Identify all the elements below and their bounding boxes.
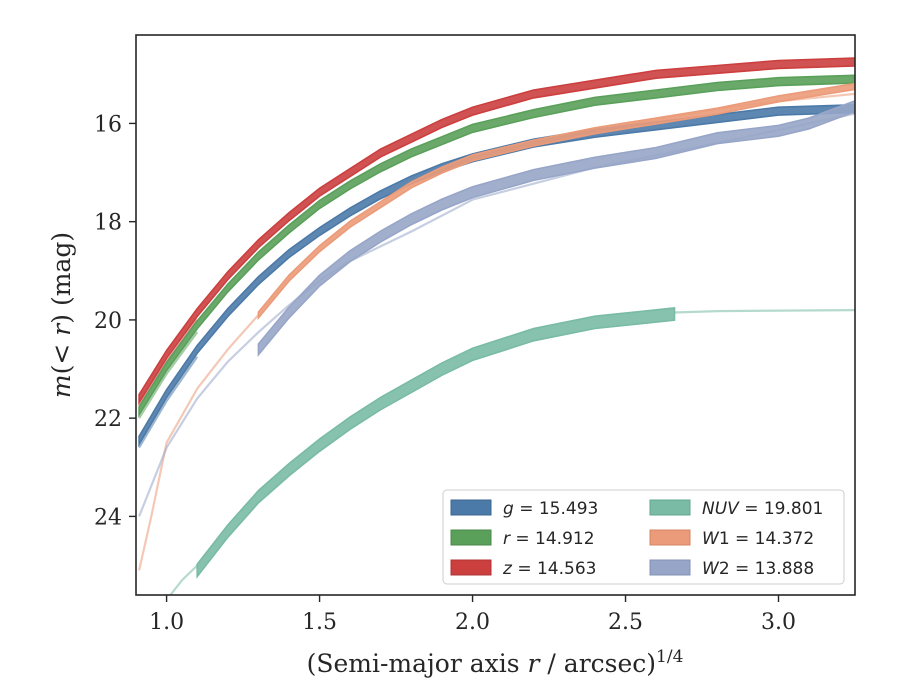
- y-tick-label-16: 16: [94, 112, 122, 137]
- series-layer: [138, 57, 855, 595]
- legend-label-nuv: NUV = 19.801: [702, 499, 823, 519]
- x-tick-label-2-5: 2.5: [608, 610, 643, 635]
- series-band-z: [138, 57, 855, 406]
- plot-frame: [135, 34, 856, 596]
- y-tick-label-20: 20: [94, 309, 122, 334]
- legend-label-g: g = 15.493: [503, 499, 598, 519]
- legend-swatch-r: [450, 529, 492, 546]
- legend-entry-g: g = 15.493: [450, 499, 598, 519]
- ticks-layer: 1.0 1.5 2.0 2.5 3.0 16 18 20 22 24: [94, 112, 796, 635]
- y-tick-label-18: 18: [94, 211, 122, 236]
- extrapolation-w1-5: [138, 314, 260, 571]
- legend: g = 15.493 r = 14.912 z = 14.563 NUV = 1…: [442, 489, 845, 585]
- series-band-r: [138, 74, 855, 418]
- legend-entry-nuv: NUV = 19.801: [649, 499, 823, 519]
- x-tick-label-3-0: 3.0: [761, 610, 796, 635]
- legend-entry-z: z = 14.563: [450, 559, 596, 579]
- legend-entry-w2: W2 = 13.888: [649, 559, 814, 579]
- legend-swatch-w1: [649, 529, 691, 546]
- x-tick-label-1-5: 1.5: [302, 610, 337, 635]
- legend-label-r: r = 14.912: [503, 529, 595, 549]
- y-tick-label-22: 22: [94, 407, 122, 432]
- x-tick-label-2-0: 2.0: [455, 610, 490, 635]
- series-band-w2: [257, 99, 855, 358]
- extrapolation-nuv-4: [674, 309, 855, 314]
- legend-entry-w1: W1 = 14.372: [649, 529, 814, 549]
- x-axis-label: (Semi-major axis r / arcsec)1/4: [307, 647, 684, 678]
- legend-swatch-z: [450, 559, 492, 576]
- legend-swatch-g: [450, 499, 492, 516]
- legend-label-w1: W1 = 14.372: [702, 529, 814, 549]
- extrapolation-g-0: [138, 356, 199, 449]
- series-band-nuv: [196, 307, 676, 579]
- legend-label-w2: W2 = 13.888: [702, 559, 814, 579]
- legend-box: [442, 489, 845, 585]
- extrapolation-nuv-3: [169, 564, 198, 595]
- x-tick-label-1-0: 1.0: [149, 610, 184, 635]
- y-tick-label-24: 24: [94, 505, 122, 530]
- legend-label-z: z = 14.563: [502, 559, 596, 579]
- extrapolation-r-1: [138, 331, 199, 419]
- legend-swatch-w2: [649, 559, 691, 576]
- legend-entry-r: r = 14.912: [450, 529, 595, 549]
- series-band-w1: [257, 82, 855, 321]
- legend-swatch-nuv: [649, 499, 691, 516]
- y-axis-label: m(< r) (mag): [47, 232, 76, 398]
- series-band-g: [138, 103, 855, 448]
